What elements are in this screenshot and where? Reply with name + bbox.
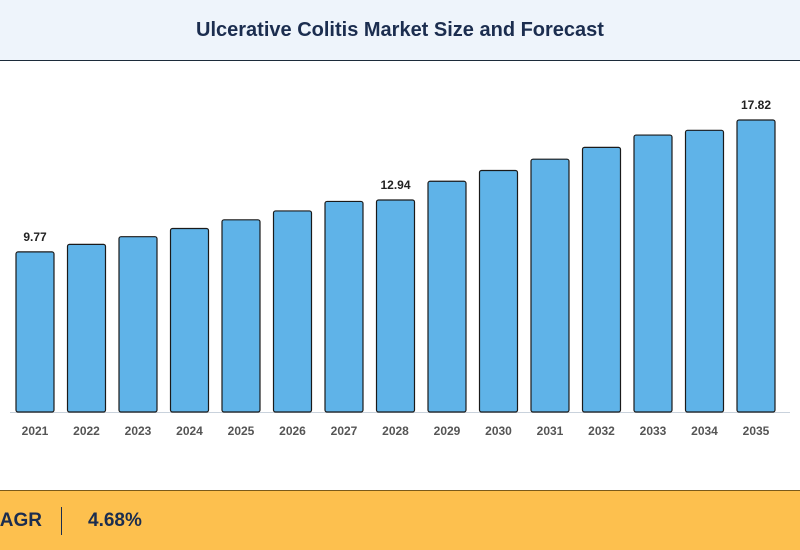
data-label: 12.94 [380, 178, 410, 192]
x-tick-label: 2030 [485, 424, 512, 438]
bar-2034 [684, 129, 725, 413]
bar-2033 [633, 134, 673, 413]
bar-chart: 2021 9.77 2022 2023 2024 2025 2026 2027 2028 12.9… [10, 98, 790, 438]
x-tick-label: 2035 [743, 424, 770, 438]
x-tick-label: 2024 [176, 424, 203, 438]
cagr-value: 4.68% [88, 510, 142, 531]
bar-2023 [118, 236, 158, 413]
bar-2022 [66, 243, 107, 413]
x-tick-label: 2028 [382, 424, 409, 438]
bar-2030 [478, 169, 519, 413]
bar-2028 [375, 199, 416, 413]
x-tick-label: 2026 [279, 424, 306, 438]
x-tick-label: 2031 [537, 424, 564, 438]
data-label: 9.77 [23, 230, 47, 244]
cagr-label: CAGR [0, 510, 42, 531]
x-tick-label: 2025 [228, 424, 255, 438]
bar-2032 [581, 146, 622, 413]
chart-area: 2021 9.77 2022 2023 2024 2025 2026 2027 2028 12.9… [0, 61, 800, 490]
bar-2021 [15, 251, 55, 413]
x-tick-label: 2022 [73, 424, 100, 438]
x-tick-label: 2032 [588, 424, 615, 438]
x-tick-label: 2027 [331, 424, 358, 438]
bar-2025 [221, 219, 261, 413]
bar-2024 [169, 227, 210, 413]
cagr-divider [61, 507, 62, 535]
bar-2035 [736, 119, 776, 413]
x-tick-label: 2034 [691, 424, 718, 438]
bar-2027 [324, 200, 364, 413]
data-label: 17.82 [741, 98, 771, 112]
x-tick-label: 2033 [640, 424, 667, 438]
cagr-banner: CAGR 4.68% [0, 490, 800, 550]
bar-2029 [427, 180, 467, 413]
x-tick-label: 2023 [125, 424, 152, 438]
bar-2031 [530, 158, 570, 413]
x-tick-label: 2021 [22, 424, 49, 438]
chart-header: Ulcerative Colitis Market Size and Forec… [0, 0, 800, 61]
bar-2026 [272, 210, 313, 413]
x-tick-label: 2029 [434, 424, 461, 438]
chart-title: Ulcerative Colitis Market Size and Forec… [196, 18, 604, 41]
